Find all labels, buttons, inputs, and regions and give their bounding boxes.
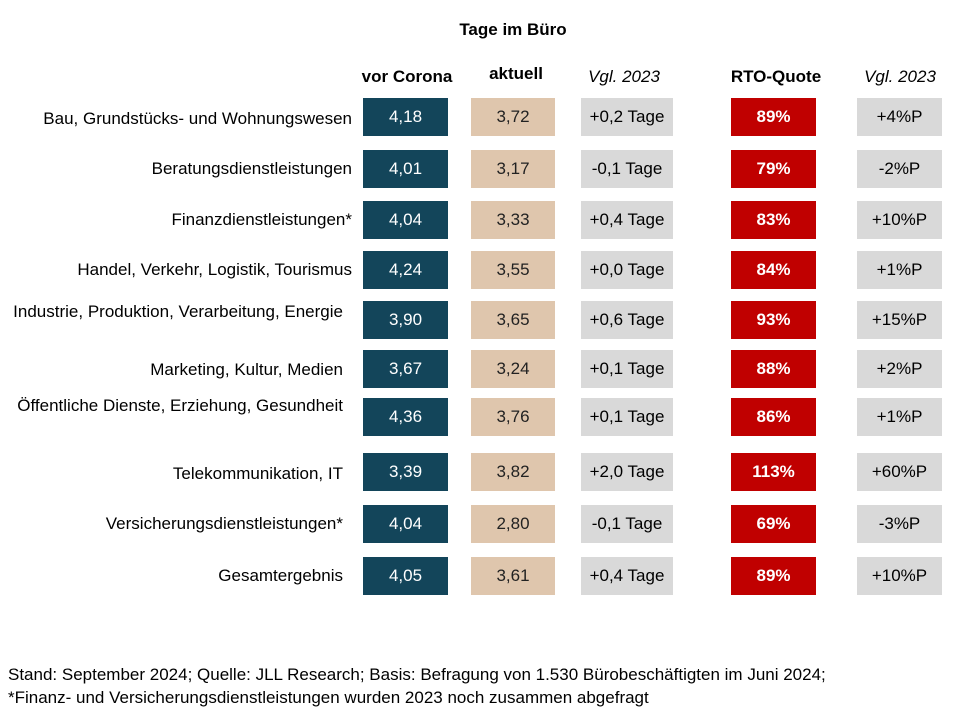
row-label: Beratungsdienstleistungen [151, 159, 352, 178]
cell-vgl-2023-tage: -0,1 Tage [581, 150, 673, 188]
cell-aktuell: 3,76 [471, 398, 555, 436]
cell-aktuell: 3,61 [471, 557, 555, 595]
cell-rto-quote: 83% [731, 201, 816, 239]
cell-aktuell: 3,82 [471, 453, 555, 491]
cell-vgl-2023-tage: +0,2 Tage [581, 98, 673, 136]
cell-vor-corona: 4,36 [363, 398, 448, 436]
row-label: Bau, Grundstücks- und Wohnungswesen [43, 109, 352, 128]
cell-rto-quote: 88% [731, 350, 816, 388]
cell-vgl-2023-rto: -2%P [857, 150, 942, 188]
cell-vgl-2023-tage: +0,0 Tage [581, 251, 673, 289]
cell-rto-quote: 79% [731, 150, 816, 188]
header-vgl-2023-rto: Vgl. 2023 [864, 67, 936, 86]
cell-vor-corona: 4,04 [363, 505, 448, 543]
cell-aktuell: 3,33 [471, 201, 555, 239]
cell-rto-quote: 69% [731, 505, 816, 543]
chart-title: Tage im Büro [459, 20, 567, 39]
cell-aktuell: 3,55 [471, 251, 555, 289]
header-aktuell: aktuell [489, 64, 543, 83]
cell-rto-quote: 113% [731, 453, 816, 491]
cell-vgl-2023-rto: -3%P [857, 505, 942, 543]
row-label: Gesamtergebnis [218, 566, 343, 585]
cell-vgl-2023-rto: +15%P [857, 301, 942, 339]
cell-vgl-2023-tage: +0,4 Tage [581, 557, 673, 595]
cell-vgl-2023-tage: +0,6 Tage [581, 301, 673, 339]
cell-vor-corona: 3,39 [363, 453, 448, 491]
row-label: Finanzdienstleistungen* [171, 210, 352, 229]
cell-rto-quote: 89% [731, 557, 816, 595]
cell-vgl-2023-rto: +60%P [857, 453, 942, 491]
cell-vgl-2023-rto: +10%P [857, 201, 942, 239]
cell-vgl-2023-rto: +1%P [857, 398, 942, 436]
row-label: Versicherungsdienstleistungen* [105, 514, 343, 533]
header-vgl-2023-tage: Vgl. 2023 [588, 67, 660, 86]
cell-vgl-2023-rto: +4%P [857, 98, 942, 136]
cell-vgl-2023-tage: +0,4 Tage [581, 201, 673, 239]
footnote-line-1: Stand: September 2024; Quelle: JLL Resea… [8, 665, 826, 684]
cell-vor-corona: 4,04 [363, 201, 448, 239]
cell-aktuell: 2,80 [471, 505, 555, 543]
cell-rto-quote: 93% [731, 301, 816, 339]
cell-vgl-2023-tage: -0,1 Tage [581, 505, 673, 543]
cell-aktuell: 3,17 [471, 150, 555, 188]
cell-aktuell: 3,24 [471, 350, 555, 388]
footnote: Stand: September 2024; Quelle: JLL Resea… [8, 663, 826, 709]
row-label: Telekommunikation, IT [172, 464, 343, 483]
cell-vor-corona: 4,18 [363, 98, 448, 136]
header-vor-corona: vor Corona [361, 67, 453, 86]
cell-vgl-2023-rto: +1%P [857, 251, 942, 289]
cell-vgl-2023-rto: +10%P [857, 557, 942, 595]
cell-vgl-2023-tage: +0,1 Tage [581, 350, 673, 388]
cell-rto-quote: 84% [731, 251, 816, 289]
row-label: Marketing, Kultur, Medien [150, 360, 343, 379]
cell-rto-quote: 89% [731, 98, 816, 136]
cell-vor-corona: 3,90 [363, 301, 448, 339]
row-label: Industrie, Produktion, Verarbeitung, Ene… [13, 302, 343, 321]
footnote-line-2: *Finanz- und Versicherungsdienstleistung… [8, 688, 649, 707]
cell-vor-corona: 3,67 [363, 350, 448, 388]
cell-vgl-2023-tage: +0,1 Tage [581, 398, 673, 436]
row-label: Handel, Verkehr, Logistik, Tourismus [77, 260, 352, 279]
cell-aktuell: 3,72 [471, 98, 555, 136]
header-rto-quote: RTO-Quote [730, 67, 822, 86]
cell-vor-corona: 4,01 [363, 150, 448, 188]
cell-vgl-2023-tage: +2,0 Tage [581, 453, 673, 491]
cell-vor-corona: 4,24 [363, 251, 448, 289]
row-label: Öffentliche Dienste, Erziehung, Gesundhe… [17, 396, 343, 415]
cell-vor-corona: 4,05 [363, 557, 448, 595]
cell-vgl-2023-rto: +2%P [857, 350, 942, 388]
cell-rto-quote: 86% [731, 398, 816, 436]
cell-aktuell: 3,65 [471, 301, 555, 339]
